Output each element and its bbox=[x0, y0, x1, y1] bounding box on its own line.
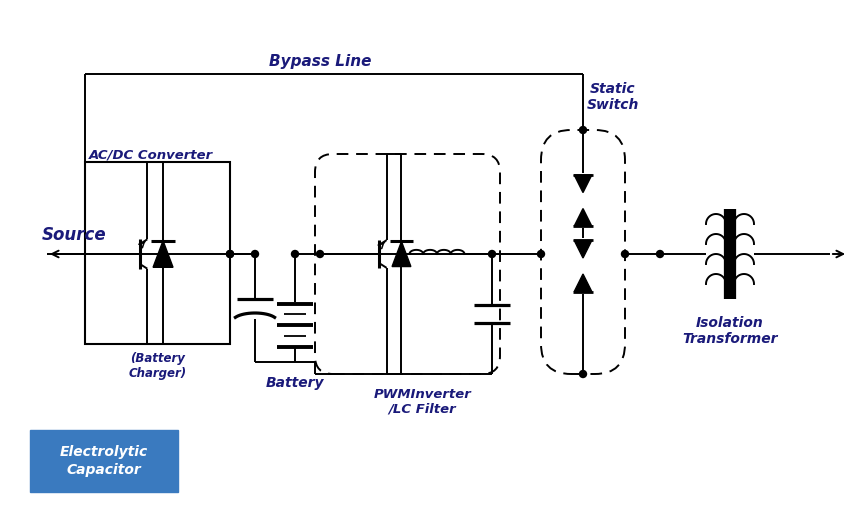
Circle shape bbox=[227, 251, 233, 257]
Circle shape bbox=[537, 251, 545, 257]
Text: Static
Switch: Static Switch bbox=[587, 82, 639, 112]
Bar bbox=[30, 430, 178, 492]
Circle shape bbox=[292, 251, 299, 257]
Text: Bypass Line: Bypass Line bbox=[269, 54, 372, 69]
Polygon shape bbox=[392, 242, 411, 267]
Polygon shape bbox=[574, 175, 592, 193]
Circle shape bbox=[656, 251, 663, 257]
Text: Source: Source bbox=[42, 226, 106, 244]
Text: PWMInverter
/LC Filter: PWMInverter /LC Filter bbox=[373, 388, 471, 416]
Polygon shape bbox=[153, 241, 173, 267]
Circle shape bbox=[579, 126, 587, 134]
Text: Battery: Battery bbox=[266, 376, 324, 390]
Circle shape bbox=[251, 251, 258, 257]
Circle shape bbox=[488, 251, 496, 257]
Circle shape bbox=[621, 251, 629, 257]
Polygon shape bbox=[574, 209, 592, 226]
Text: Isolation
Transformer: Isolation Transformer bbox=[682, 316, 777, 346]
Text: (Battery
Charger): (Battery Charger) bbox=[129, 352, 186, 380]
Polygon shape bbox=[574, 274, 592, 292]
Text: Electrolytic
Capacitor: Electrolytic Capacitor bbox=[60, 445, 148, 477]
Circle shape bbox=[579, 371, 587, 377]
Circle shape bbox=[317, 251, 323, 257]
Polygon shape bbox=[574, 241, 592, 258]
Circle shape bbox=[227, 251, 233, 257]
Text: AC/DC Converter: AC/DC Converter bbox=[89, 148, 213, 161]
Bar bbox=[85, 162, 230, 344]
